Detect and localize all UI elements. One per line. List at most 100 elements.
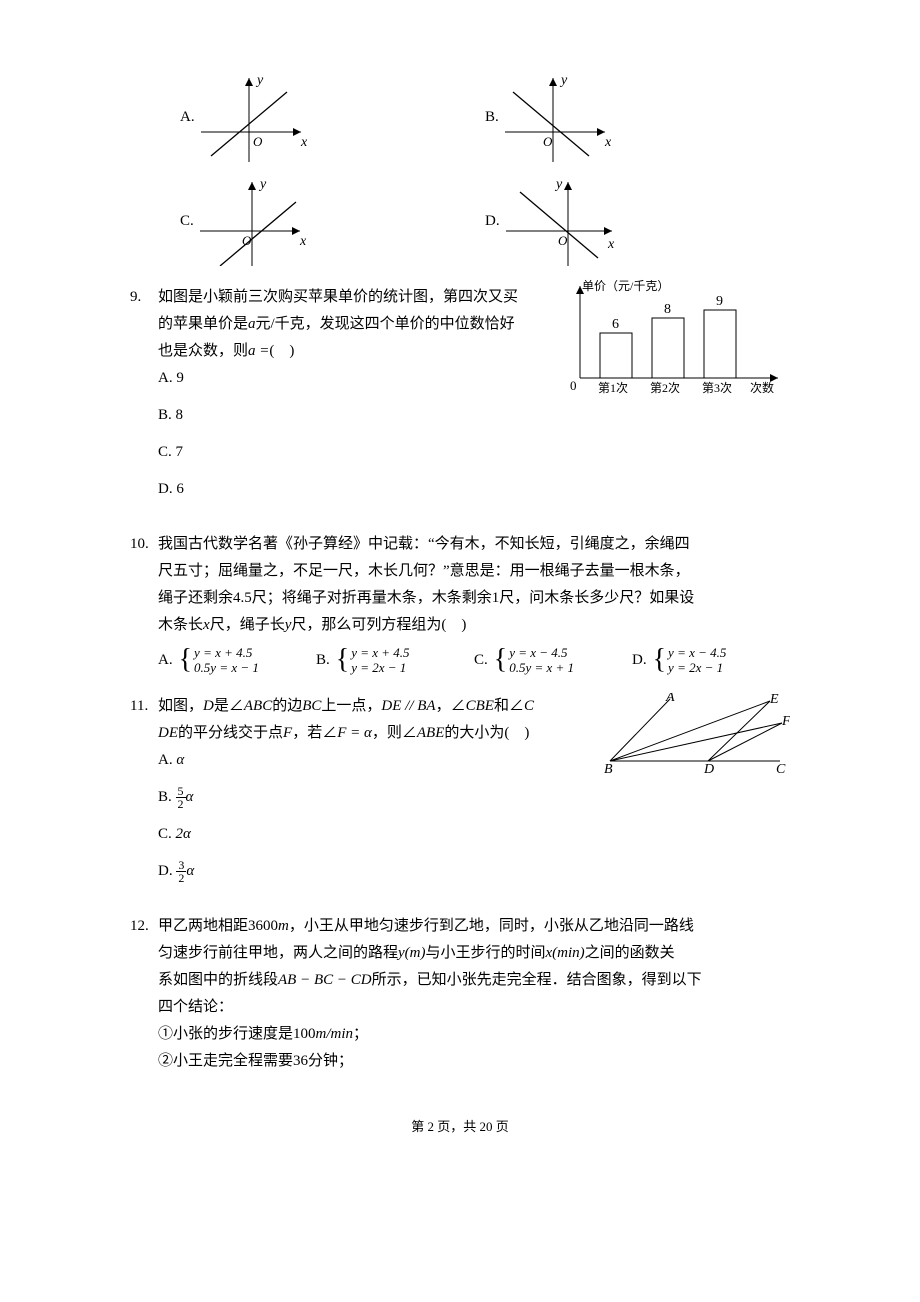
text: 匀速步行前往甲地，两人之间的路程 xyxy=(158,945,398,961)
q8-option-c: C. x y O xyxy=(180,176,485,266)
eq: y = 2x − 1 xyxy=(351,660,409,675)
option-d: D. {y = x − 4.5y = 2x − 1 xyxy=(632,645,790,675)
fraction: 52 xyxy=(176,785,186,810)
stem-line: 我国古代数学名著《孙子算经》中记载：“今有木，不知长短，引绳度之，余绳四 xyxy=(158,531,790,558)
text: 之间的函数关 xyxy=(585,945,675,961)
paren: ( ) xyxy=(269,343,294,359)
q8-options: A. x y O B. xyxy=(130,72,790,266)
question-body: 如图，D是∠ABC的边BC上一点，DE // BA，∠CBE和∠C DE的平分线… xyxy=(158,693,790,895)
pt: F xyxy=(283,725,292,741)
y-title: 单价（元/千克） xyxy=(582,279,669,293)
eq: 0.5y = x − 1 xyxy=(194,660,259,675)
q12: 12. 甲乙两地相距3600m，小王从甲地匀速步行到乙地，同时，小张从乙地沿同一… xyxy=(130,913,790,1075)
linear-graph-icon: x y O xyxy=(200,176,310,266)
question-number: 12. xyxy=(130,913,158,940)
option-value: 9 xyxy=(176,370,184,386)
option-value: 8 xyxy=(176,407,184,423)
option-label: C. xyxy=(180,208,194,235)
q8-option-a: A. x y O xyxy=(180,72,485,162)
denominator: 2 xyxy=(176,872,186,884)
text: ，若∠ xyxy=(292,725,337,741)
svg-text:O: O xyxy=(543,134,553,149)
expr: DE // BA xyxy=(381,698,435,714)
stem-line: 甲乙两地相距3600m，小王从甲地匀速步行到乙地，同时，小张从乙地沿同一路线 xyxy=(158,913,790,940)
text: 的大小为( ) xyxy=(444,725,529,741)
equation-system: {y = x − 4.5y = 2x − 1 xyxy=(653,645,727,675)
bar-value: 8 xyxy=(664,302,671,317)
text: 所示，已知小张先走完全程．结合图象，得到以下 xyxy=(372,972,702,988)
equation-system: {y = x + 4.5y = 2x − 1 xyxy=(336,645,410,675)
stem-line: 系如图中的折线段AB − BC − CD所示，已知小张先走完全程．结合图象，得到… xyxy=(158,967,790,994)
pt-label: B xyxy=(604,762,613,773)
linear-graph-icon: x y O xyxy=(201,72,311,162)
bar-chart: 6 8 9 0 第1次 第2次 第3次 次数 单价（元/千克） xyxy=(560,278,790,398)
stem-line: 的苹果单价是a元/千克，发现这四个单价的中位数恰好 xyxy=(158,311,554,338)
option-label: A. xyxy=(158,752,173,768)
eq: y = x + 4.5 xyxy=(194,645,259,660)
q11-text: 如图，D是∠ABC的边BC上一点，DE // BA，∠CBE和∠C DE的平分线… xyxy=(158,693,600,895)
stem-line: 尺五寸；屈绳量之，不足一尺，木长几何？”意思是：用一根绳子去量一根木条， xyxy=(158,558,790,585)
pt: ABC xyxy=(244,698,272,714)
bar-value: 9 xyxy=(716,294,723,309)
unit: m xyxy=(278,918,289,934)
option-value: 7 xyxy=(176,444,184,460)
stem-line: 绳子还剩余4.5尺；将绳子对折再量木条，木条剩余1尺，问木条长多少尺？如果设 xyxy=(158,585,790,612)
pt: CBE xyxy=(466,698,494,714)
option-b: B. 52α xyxy=(158,784,600,811)
option-label: D. xyxy=(158,481,173,497)
q8-option-b: B. x y O xyxy=(485,72,790,162)
option-label: C. xyxy=(158,826,172,842)
fraction: 32 xyxy=(176,859,186,884)
option-c: C. 2α xyxy=(158,821,600,848)
option-a: A. 9 xyxy=(158,365,554,392)
expr: x(min) xyxy=(546,945,585,961)
option-label: A. xyxy=(158,647,173,674)
q11: 11. 如图，D是∠ABC的边BC上一点，DE // BA，∠CBE和∠C DE… xyxy=(130,693,790,895)
footer-text: 第 xyxy=(411,1119,427,1134)
option-label: A. xyxy=(158,370,173,386)
var: α xyxy=(186,863,194,879)
eq: y = x + 4.5 xyxy=(351,645,409,660)
svg-text:O: O xyxy=(558,233,568,248)
pt-label: F xyxy=(781,714,790,729)
q9-text: 如图是小颖前三次购买苹果单价的统计图，第四次又买 的苹果单价是a元/千克，发现这… xyxy=(158,284,554,513)
question-body: 甲乙两地相距3600m，小王从甲地匀速步行到乙地，同时，小张从乙地沿同一路线 匀… xyxy=(158,913,790,1075)
text: 也是众数，则 xyxy=(158,343,248,359)
svg-text:x: x xyxy=(299,234,307,249)
text: ，小王从甲地匀速步行到乙地，同时，小张从乙地沿同一路线 xyxy=(289,918,694,934)
text: 元/千克，发现这四个单价的中位数恰好 xyxy=(256,316,515,332)
conclusion-1: ①小张的步行速度是100m/min； xyxy=(158,1021,790,1048)
q11-figure: A E F B D C xyxy=(600,693,790,895)
pt: DE xyxy=(158,725,178,741)
question-number: 10. xyxy=(130,531,158,558)
pt-label: C xyxy=(776,762,786,773)
eq: 0.5y = x + 1 xyxy=(509,660,574,675)
var-x: x xyxy=(203,617,210,633)
pt: ABE xyxy=(417,725,445,741)
var: α xyxy=(186,789,194,805)
pt: D xyxy=(203,698,214,714)
q10-options: A. {y = x + 4.50.5y = x − 1 B. {y = x + … xyxy=(158,645,790,675)
stem-line: 如图是小颖前三次购买苹果单价的统计图，第四次又买 xyxy=(158,284,554,311)
text: 的平分线交于点 xyxy=(178,725,283,741)
pt-label: D xyxy=(703,762,714,773)
q10: 10. 我国古代数学名著《孙子算经》中记载：“今有木，不知长短，引绳度之，余绳四… xyxy=(130,531,790,675)
equation-system: {y = x − 4.50.5y = x + 1 xyxy=(494,645,574,675)
linear-graph-icon: x y O xyxy=(505,72,615,162)
svg-text:y: y xyxy=(559,73,568,88)
stem-line: DE的平分线交于点F，若∠F = α，则∠ABE的大小为( ) xyxy=(158,720,600,747)
linear-graph-icon: x y O xyxy=(506,176,616,266)
svg-text:x: x xyxy=(607,237,615,252)
text: ，∠ xyxy=(436,698,466,714)
svg-text:y: y xyxy=(258,177,267,192)
option-c: C. 7 xyxy=(158,439,554,466)
question-body: 如图是小颖前三次购买苹果单价的统计图，第四次又买 的苹果单价是a元/千克，发现这… xyxy=(158,284,790,513)
denominator: 2 xyxy=(176,798,186,810)
pt: BC xyxy=(302,698,321,714)
text: 上一点， xyxy=(321,698,381,714)
footer-text: 页 xyxy=(493,1119,509,1134)
q9: 9. 如图是小颖前三次购买苹果单价的统计图，第四次又买 的苹果单价是a元/千克，… xyxy=(130,284,790,513)
svg-text:x: x xyxy=(604,135,612,150)
option-value: α xyxy=(176,752,184,768)
option-label: D. xyxy=(485,208,500,235)
